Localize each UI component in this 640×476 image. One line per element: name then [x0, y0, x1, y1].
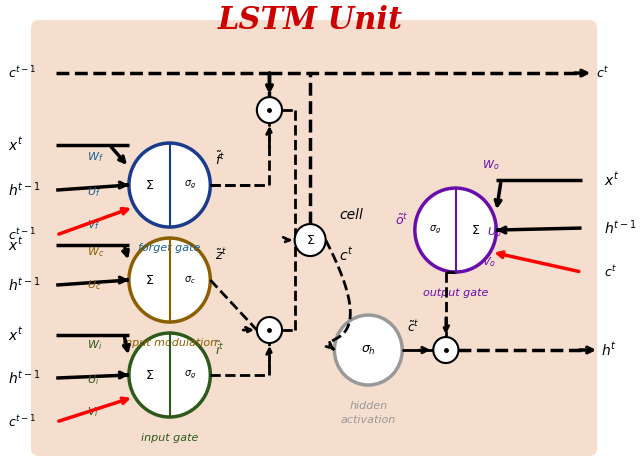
Text: $c^{t-1}$: $c^{t-1}$ [8, 65, 36, 81]
Text: $\tilde{f}^t$: $\tilde{f}^t$ [215, 150, 225, 168]
Circle shape [129, 238, 211, 322]
Circle shape [129, 143, 211, 227]
Text: $c^t$: $c^t$ [339, 246, 354, 264]
Text: $h^t$: $h^t$ [601, 341, 617, 359]
Text: $V_i$: $V_i$ [87, 405, 99, 419]
Text: $W_o$: $W_o$ [482, 158, 499, 172]
Text: $U_i$: $U_i$ [87, 373, 99, 387]
FancyBboxPatch shape [31, 20, 597, 456]
Text: $h^{t-1}$: $h^{t-1}$ [8, 276, 40, 294]
Text: forget gate: forget gate [138, 243, 201, 253]
Text: $\tilde{z}^t$: $\tilde{z}^t$ [215, 248, 228, 263]
Text: $c^t$: $c^t$ [604, 264, 617, 280]
Circle shape [433, 337, 458, 363]
Text: $\Sigma$: $\Sigma$ [471, 224, 481, 237]
Text: $x^t$: $x^t$ [8, 136, 23, 154]
Text: $W_f$: $W_f$ [87, 150, 104, 164]
Text: $\tilde{i}^t$: $\tilde{i}^t$ [215, 341, 225, 358]
Text: hidden: hidden [349, 401, 387, 411]
Text: $x^t$: $x^t$ [8, 236, 23, 254]
Text: $c^{t-1}$: $c^{t-1}$ [8, 414, 36, 430]
Text: $h^{t-1}$: $h^{t-1}$ [8, 369, 40, 387]
Text: $\sigma_g$: $\sigma_g$ [429, 224, 442, 236]
Circle shape [415, 188, 496, 272]
Text: $h^{t-1}$: $h^{t-1}$ [604, 219, 637, 238]
Text: $W_i$: $W_i$ [87, 338, 102, 352]
Text: $\sigma_h$: $\sigma_h$ [361, 344, 376, 357]
Text: $h^{t-1}$: $h^{t-1}$ [8, 181, 40, 199]
Text: $x^t$: $x^t$ [604, 171, 619, 189]
Text: $\Sigma$: $\Sigma$ [145, 274, 154, 287]
Text: $V_f$: $V_f$ [87, 218, 100, 232]
Text: $c^{t-1}$: $c^{t-1}$ [8, 227, 36, 243]
Text: output gate: output gate [423, 288, 488, 298]
Text: LSTM Unit: LSTM Unit [218, 5, 403, 36]
Text: input gate: input gate [141, 433, 198, 443]
Circle shape [257, 97, 282, 123]
Text: $\tilde{o}^t$: $\tilde{o}^t$ [396, 212, 409, 228]
Text: $\Sigma$: $\Sigma$ [145, 178, 154, 191]
Text: $V_o$: $V_o$ [482, 255, 496, 269]
Text: $\Sigma$: $\Sigma$ [145, 368, 154, 382]
Text: $\sigma_g$: $\sigma_g$ [184, 369, 196, 381]
Text: $\sigma_g$: $\sigma_g$ [184, 179, 196, 191]
Text: $x^t$: $x^t$ [8, 326, 23, 344]
Text: $U_o$: $U_o$ [486, 225, 501, 239]
Text: $W_c$: $W_c$ [87, 245, 104, 259]
Text: cell: cell [339, 208, 363, 222]
Text: $\tilde{c}^t$: $\tilde{c}^t$ [407, 319, 420, 335]
Text: activation: activation [340, 415, 396, 425]
Text: $c^t$: $c^t$ [596, 65, 609, 81]
Text: $U_f$: $U_f$ [87, 185, 101, 199]
Text: $U_c$: $U_c$ [87, 278, 102, 292]
Circle shape [334, 315, 403, 385]
Text: $\sigma_c$: $\sigma_c$ [184, 274, 196, 286]
Text: input modulation: input modulation [122, 338, 217, 348]
Text: $\Sigma$: $\Sigma$ [306, 234, 315, 247]
Circle shape [294, 224, 326, 256]
Circle shape [129, 333, 211, 417]
Circle shape [257, 317, 282, 343]
